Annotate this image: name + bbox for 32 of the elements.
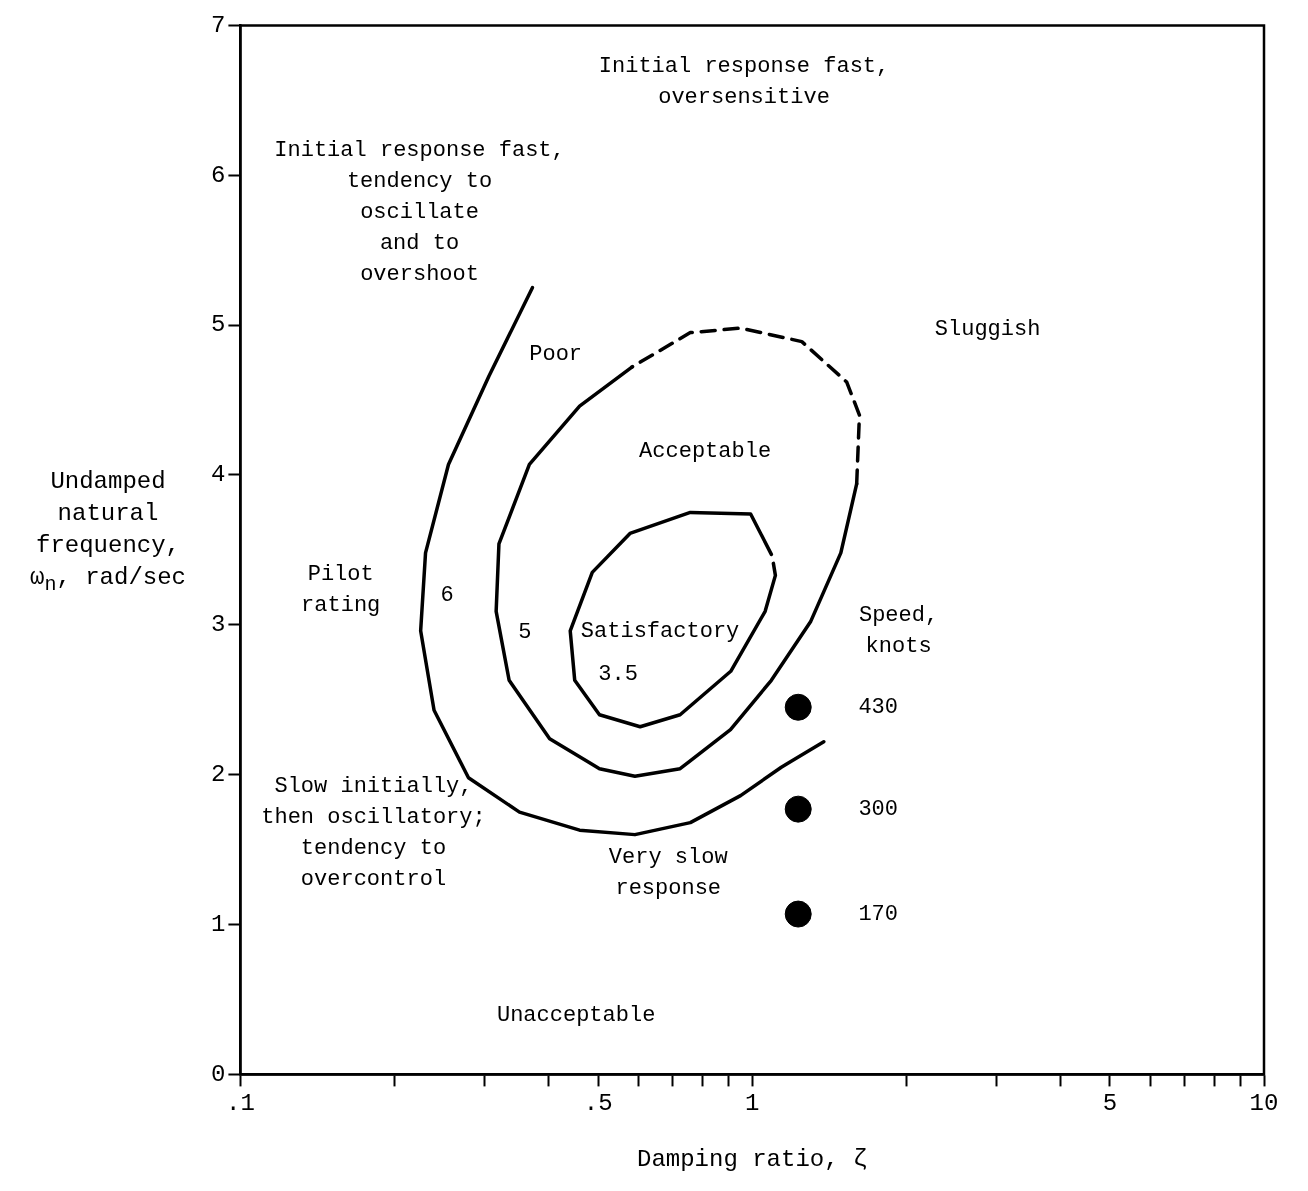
y-tick-label: 2 xyxy=(211,761,226,789)
y-tick-label: 7 xyxy=(211,11,226,39)
annotation: Very slow response xyxy=(608,845,728,902)
x-tick-label: 10 xyxy=(1249,1090,1279,1118)
y-tick-label: 6 xyxy=(211,161,226,189)
annotation: Pilot rating xyxy=(301,562,381,619)
y-tick-label: 0 xyxy=(211,1060,226,1088)
x-tick-label: 1 xyxy=(745,1090,760,1118)
x-tick-label: .5 xyxy=(583,1090,613,1118)
y-tick-label: 4 xyxy=(211,461,226,489)
text: 170 xyxy=(858,901,899,927)
annotation: Poor xyxy=(529,341,583,367)
annotation: Initial response fast, tendency to oscillate and to overshoot xyxy=(274,137,565,287)
x-tick-label: .1 xyxy=(226,1090,255,1118)
y-axis-title: Undamped natural frequency, ω$_{n}$, rad/sec xyxy=(28,466,187,598)
annotation: Unacceptable xyxy=(496,1003,656,1029)
annotation: 3.5 xyxy=(598,661,638,687)
annotation: Initial response fast, oversensitive xyxy=(598,54,890,111)
text: 430 xyxy=(858,695,899,721)
annotation: Satisfactory xyxy=(580,618,740,644)
text: 300 xyxy=(858,796,899,822)
legend-title: Speed, knots xyxy=(858,603,939,659)
y-tick-label: 3 xyxy=(211,611,226,639)
annotation: Acceptable xyxy=(639,439,772,465)
y-tick-label: 5 xyxy=(211,311,226,339)
x-tick-label: 5 xyxy=(1102,1090,1118,1118)
y-tick-label: 1 xyxy=(211,910,226,938)
annotation: Slow initially, then oscillatory; tendency to overcontrol xyxy=(261,774,486,893)
x-axis-title: Damping ratio, ζ xyxy=(636,1145,868,1173)
annotation: Sluggish xyxy=(934,317,1041,343)
annotation: 5 xyxy=(518,619,532,645)
annotation: 6 xyxy=(440,582,454,608)
